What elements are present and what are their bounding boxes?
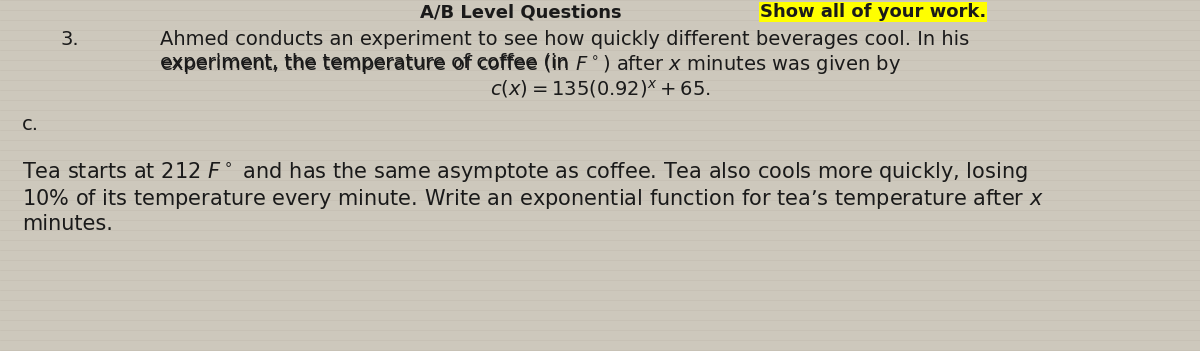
Text: 3.: 3. bbox=[60, 30, 79, 49]
Text: Tea starts at 212 $F^\circ$ and has the same asymptote as coffee. Tea also cools: Tea starts at 212 $F^\circ$ and has the … bbox=[22, 160, 1027, 184]
Text: A/B Level Questions: A/B Level Questions bbox=[420, 3, 628, 21]
Text: Show all of your work.: Show all of your work. bbox=[760, 3, 986, 21]
Text: $c(x) = 135(0.92)^x + 65.$: $c(x) = 135(0.92)^x + 65.$ bbox=[490, 78, 710, 100]
Text: experiment, the temperature of coffee (in: experiment, the temperature of coffee (i… bbox=[160, 53, 575, 72]
Text: 10% of its temperature every minute. Write an exponential function for tea’s tem: 10% of its temperature every minute. Wri… bbox=[22, 187, 1044, 211]
Text: minutes.: minutes. bbox=[22, 214, 113, 234]
Text: Ahmed conducts an experiment to see how quickly different beverages cool. In his: Ahmed conducts an experiment to see how … bbox=[160, 30, 970, 49]
Text: experiment, the temperature of coffee (in $F^\circ$) after $x$ minutes was given: experiment, the temperature of coffee (i… bbox=[160, 53, 901, 76]
Text: c.: c. bbox=[22, 115, 38, 134]
